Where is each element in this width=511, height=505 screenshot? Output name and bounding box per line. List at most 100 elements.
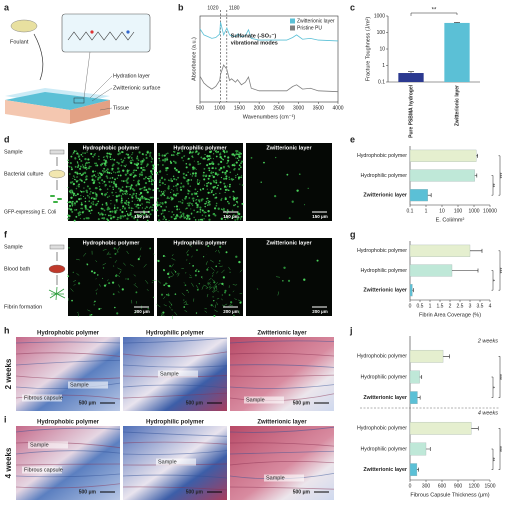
cell bbox=[119, 216, 122, 220]
cell bbox=[131, 152, 134, 154]
cell bbox=[235, 153, 237, 155]
fibrin bbox=[256, 287, 259, 291]
cell bbox=[211, 189, 213, 192]
cell bbox=[189, 262, 191, 265]
fibrin bbox=[214, 309, 218, 313]
cell bbox=[159, 184, 161, 186]
cell bbox=[89, 314, 92, 317]
significance-bracket bbox=[498, 428, 501, 470]
bar bbox=[409, 169, 475, 182]
cell bbox=[72, 177, 74, 180]
cell bbox=[88, 196, 90, 198]
cell bbox=[228, 178, 231, 180]
cell bbox=[126, 172, 129, 174]
cell bbox=[174, 271, 177, 273]
cell bbox=[138, 151, 141, 154]
cell bbox=[116, 206, 119, 209]
cell bbox=[98, 155, 100, 158]
cell bbox=[206, 164, 209, 167]
histology-annotation: Fibrous capsule bbox=[24, 467, 63, 473]
cell bbox=[95, 195, 98, 198]
x-tick-label: 10 bbox=[439, 208, 445, 214]
fibrin bbox=[228, 266, 231, 271]
cell bbox=[84, 200, 87, 203]
cell bbox=[213, 207, 217, 210]
cell bbox=[84, 164, 87, 167]
cell bbox=[86, 185, 89, 188]
cell bbox=[203, 171, 205, 174]
cell bbox=[160, 194, 163, 197]
cell bbox=[183, 216, 185, 218]
fibrin bbox=[186, 249, 189, 254]
cell bbox=[232, 214, 234, 217]
tissue-fiber bbox=[15, 352, 121, 357]
cell bbox=[167, 188, 170, 190]
cell bbox=[208, 203, 211, 206]
cell bbox=[223, 151, 226, 154]
cell bbox=[141, 203, 143, 205]
cell bbox=[165, 169, 168, 172]
cell bbox=[186, 207, 188, 209]
cell bbox=[231, 217, 234, 220]
cell bbox=[133, 189, 136, 192]
micrograph bbox=[246, 238, 332, 316]
cell bbox=[163, 284, 166, 286]
fibrin bbox=[208, 286, 213, 290]
cell bbox=[210, 304, 213, 307]
cell bbox=[139, 176, 141, 178]
cell bbox=[151, 182, 153, 185]
cell bbox=[184, 197, 187, 200]
cell bbox=[151, 157, 154, 160]
error-bar bbox=[474, 173, 478, 178]
cell bbox=[226, 185, 228, 187]
x-axis-label: Fibrin Area Coverage (%) bbox=[419, 312, 481, 318]
cell bbox=[149, 155, 151, 157]
cell bbox=[117, 150, 120, 152]
cell bbox=[147, 201, 149, 204]
cell bbox=[78, 158, 81, 160]
cell bbox=[120, 199, 123, 202]
cell bbox=[183, 299, 185, 301]
cell bbox=[207, 245, 210, 247]
cell bbox=[168, 276, 171, 279]
cell bbox=[199, 162, 202, 165]
cell bbox=[194, 274, 197, 277]
cell bbox=[164, 161, 166, 163]
cell bbox=[231, 153, 234, 156]
cell bbox=[185, 162, 188, 165]
cell bbox=[212, 186, 215, 189]
cell bbox=[79, 213, 82, 216]
cell bbox=[205, 184, 209, 188]
cell bbox=[239, 183, 241, 185]
cell bbox=[113, 206, 116, 209]
cell bbox=[105, 202, 108, 205]
cell bbox=[83, 187, 85, 189]
tissue-fiber bbox=[15, 359, 121, 366]
cell bbox=[111, 191, 114, 194]
cell bbox=[82, 166, 85, 169]
cell bbox=[120, 164, 123, 167]
cell bbox=[109, 210, 112, 213]
cell bbox=[195, 199, 197, 201]
cell bbox=[164, 159, 167, 162]
cell bbox=[207, 191, 210, 194]
cell bbox=[167, 152, 169, 155]
cell bbox=[233, 163, 236, 166]
cell bbox=[173, 194, 176, 197]
cell bbox=[161, 164, 164, 166]
cell bbox=[207, 177, 210, 180]
cell bbox=[218, 168, 221, 172]
cell bbox=[72, 153, 74, 155]
cell bbox=[176, 189, 178, 191]
cell bbox=[111, 167, 114, 170]
cell bbox=[228, 185, 231, 188]
bar bbox=[409, 370, 420, 384]
x-tick-label: 600 bbox=[438, 483, 447, 489]
cell bbox=[149, 153, 151, 155]
cell bbox=[70, 155, 73, 158]
cell bbox=[238, 155, 241, 158]
cell bbox=[226, 212, 229, 214]
cell bbox=[164, 201, 167, 204]
cell bbox=[128, 169, 130, 172]
fibrin bbox=[208, 277, 212, 281]
